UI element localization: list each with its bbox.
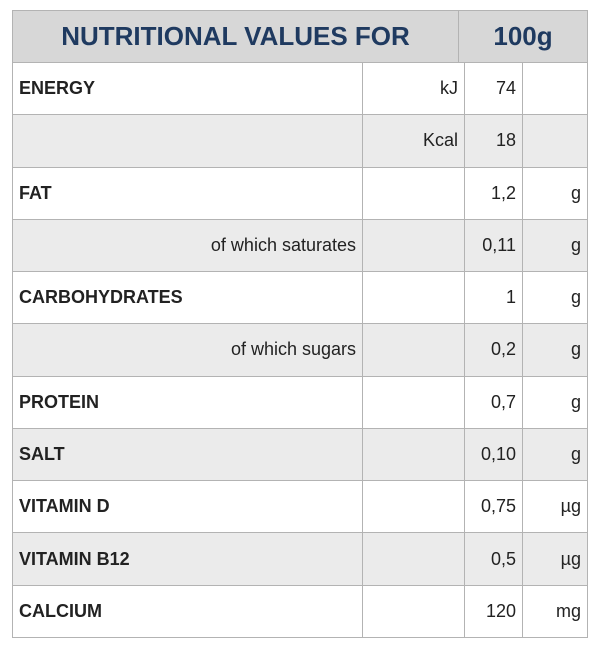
unit: g: [522, 375, 588, 429]
row-label: PROTEIN: [12, 375, 363, 429]
row-label-text: CALCIUM: [19, 600, 102, 621]
header-amount: 100g: [458, 10, 588, 63]
value: 0,11: [464, 218, 523, 273]
header-title: NUTRITIONAL VALUES FOR: [12, 10, 459, 63]
value-text: 18: [495, 130, 516, 151]
row-label-text: ENERGY: [19, 78, 96, 99]
unit: [522, 62, 588, 116]
unit-label: [362, 427, 465, 482]
row-label: SALT: [12, 427, 363, 482]
unit-label: [362, 375, 465, 429]
unit-label: [362, 480, 465, 534]
sub-label: of which sugars: [12, 323, 363, 377]
value-text: 1: [505, 287, 516, 308]
unit: [522, 114, 588, 168]
unit-text: µg: [560, 496, 581, 517]
value: 1,2: [464, 166, 523, 220]
unit-label-text: Kcal: [422, 130, 458, 151]
value: 0,5: [464, 532, 523, 586]
unit-label: [362, 532, 465, 586]
row-label-text: FAT: [19, 182, 52, 203]
unit-text: g: [570, 391, 581, 412]
unit-text: g: [570, 287, 581, 308]
value-text: 0,11: [482, 234, 516, 255]
row-label-text: VITAMIN B12: [19, 548, 130, 569]
unit-label: [362, 323, 465, 377]
value-text: 0,2: [490, 339, 516, 360]
value: 0,75: [464, 480, 523, 534]
value-text: 0,5: [490, 548, 516, 569]
sub-label-text: of which saturates: [210, 234, 356, 255]
unit-label: kJ: [362, 62, 465, 116]
unit-text: µg: [560, 548, 581, 569]
value: 0,10: [464, 427, 523, 482]
row-label: VITAMIN B12: [12, 532, 363, 586]
value-text: 0,10: [480, 444, 516, 465]
value: 18: [464, 114, 523, 168]
value: 0,2: [464, 323, 523, 377]
unit-label: [362, 271, 465, 325]
row-label-text: CARBOHYDRATES: [19, 287, 183, 308]
row-label-text: PROTEIN: [19, 391, 100, 412]
unit-label: [362, 584, 465, 638]
unit-text: g: [570, 234, 581, 255]
unit-label: Kcal: [362, 114, 465, 168]
sub-label-text: of which sugars: [230, 339, 356, 360]
row-label-text: VITAMIN D: [19, 496, 110, 517]
value: 0,7: [464, 375, 523, 429]
row-label: FAT: [12, 166, 363, 220]
unit-text: g: [570, 182, 581, 203]
value-text: 1,2: [490, 182, 516, 203]
row-label: [12, 114, 363, 168]
row-label: ENERGY: [12, 62, 363, 116]
row-label: CARBOHYDRATES: [12, 271, 363, 325]
sub-label: of which saturates: [12, 218, 363, 273]
unit-text: mg: [555, 600, 581, 621]
unit: mg: [522, 584, 588, 638]
unit-text: g: [570, 339, 581, 360]
unit: g: [522, 427, 588, 482]
value-text: 0,75: [480, 496, 516, 517]
unit: g: [522, 271, 588, 325]
row-label: VITAMIN D: [12, 480, 363, 534]
unit: g: [522, 323, 588, 377]
value: 1: [464, 271, 523, 325]
unit-text: g: [570, 444, 581, 465]
unit-label: [362, 218, 465, 273]
unit: g: [522, 218, 588, 273]
value-text: 0,7: [490, 391, 516, 412]
header-amount-text: 100g: [493, 21, 553, 51]
row-label-text: SALT: [19, 444, 65, 465]
unit: µg: [522, 532, 588, 586]
value: 74: [464, 62, 523, 116]
value-text: 74: [495, 78, 516, 99]
unit-label: [362, 166, 465, 220]
value-text: 120: [485, 600, 516, 621]
value: 120: [464, 584, 523, 638]
unit: g: [522, 166, 588, 220]
unit: µg: [522, 480, 588, 534]
header-title-text: NUTRITIONAL VALUES FOR: [61, 21, 410, 51]
row-label: CALCIUM: [12, 584, 363, 638]
unit-label-text: kJ: [440, 78, 458, 99]
